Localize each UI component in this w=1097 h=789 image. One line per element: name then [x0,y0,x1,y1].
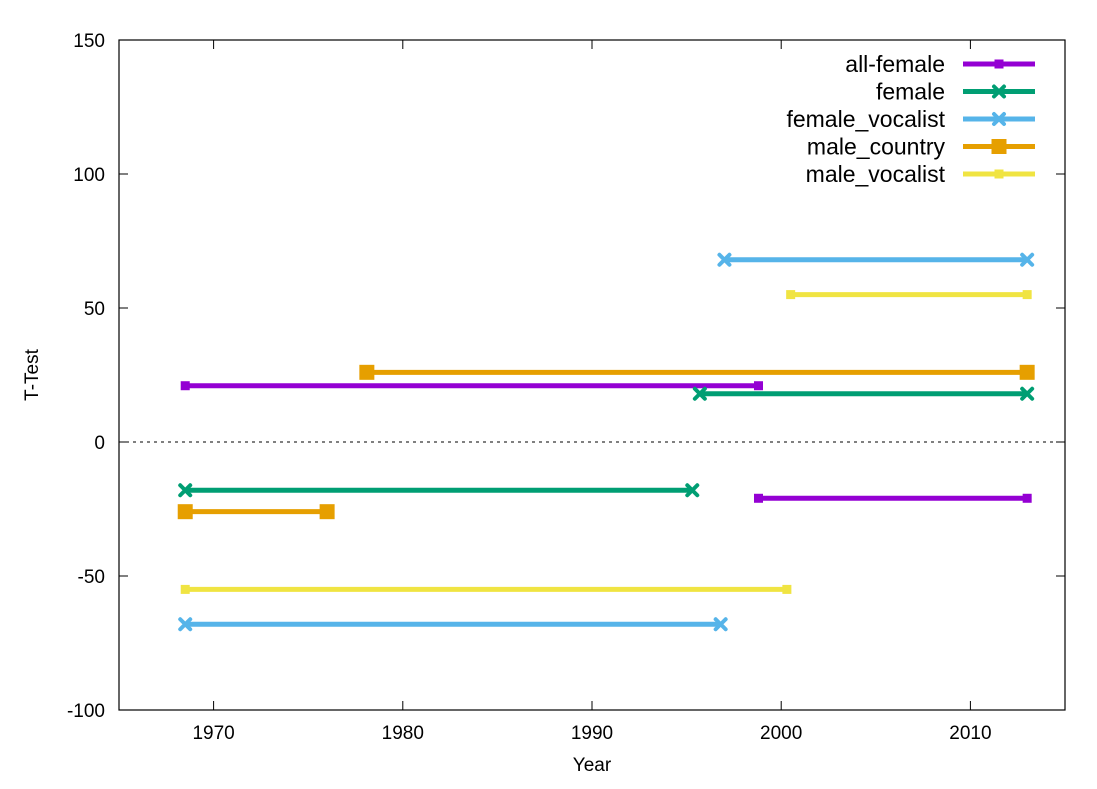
y-tick-label: 0 [94,433,105,454]
x-axis-label: Year [573,755,612,776]
x-marker [1020,252,1035,267]
square-marker [991,139,1007,154]
x-marker [1020,386,1035,401]
x-marker [692,386,707,401]
square-marker [180,584,190,594]
square-marker [359,364,375,380]
y-tick-label: -100 [67,701,105,722]
x-tick-label: 2010 [949,723,991,744]
y-tick-label: 50 [84,299,105,320]
y-tick-label: 150 [73,31,105,52]
x-tick-label: 1970 [192,723,234,744]
x-marker [717,252,732,267]
legend-item: female_vocalist [786,106,1035,132]
legend-label: female [876,79,945,105]
y-axis: -100 -50 0 50 100 150 [67,31,1065,722]
legend-item: male_country [807,134,1035,160]
x-marker [178,483,193,498]
x-tick-label: 1990 [571,723,613,744]
series-female [178,386,1035,498]
square-marker [782,584,792,594]
legend-label: all-female [845,51,945,77]
legend-label: male_vocalist [806,161,946,187]
square-marker [786,290,796,300]
series-male-vocalist [180,290,1032,594]
legend: all-femalefemalefemale_vocalistmale_coun… [786,51,1035,187]
x-marker [992,112,1006,126]
square-marker [180,381,190,391]
legend-label: male_country [807,134,946,160]
x-marker [992,84,1006,99]
series-female-vocalist [178,252,1035,632]
square-marker [1022,290,1032,300]
x-marker [685,483,700,498]
square-marker [753,493,763,503]
y-tick-label: -50 [78,567,105,588]
legend-item: female [876,79,1035,105]
legend-item: male_vocalist [806,161,1035,187]
x-marker [178,617,193,632]
square-marker [753,381,763,391]
x-tick-label: 2000 [760,723,802,744]
square-marker [994,169,1004,179]
x-axis: 1970 1980 1990 2000 2010 [192,40,992,744]
x-marker [713,617,728,632]
legend-item: all-female [845,51,1035,77]
square-marker [1022,493,1032,503]
square-marker [177,504,193,520]
series-male-country [177,364,1035,520]
square-marker [994,59,1004,69]
x-tick-label: 1980 [382,723,424,744]
y-tick-label: 100 [73,165,105,186]
legend-label: female_vocalist [786,106,945,132]
series-all-female [180,381,1032,503]
square-marker [319,504,335,520]
square-marker [1019,364,1035,380]
y-axis-label: T-Test [22,348,43,400]
